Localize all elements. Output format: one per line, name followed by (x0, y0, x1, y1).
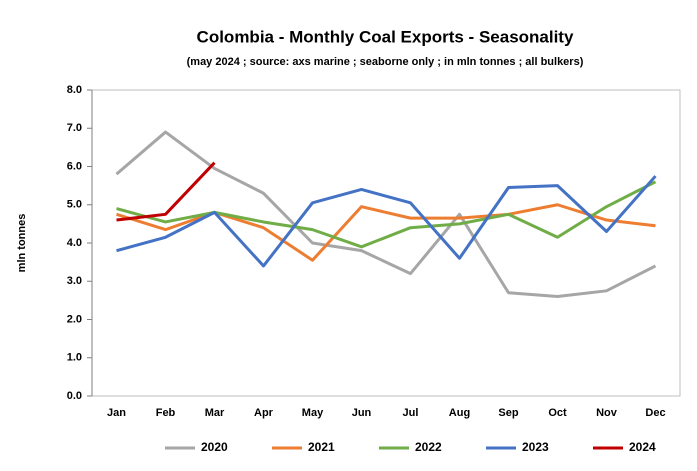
y-tick-label: 7.0 (67, 122, 82, 134)
series-line (115, 130, 657, 299)
legend-label: 2023 (522, 440, 549, 454)
legend-label: 2022 (415, 440, 442, 454)
y-tick-label: 4.0 (67, 237, 82, 249)
x-tick-label: Apr (254, 407, 274, 419)
x-tick-label: Nov (596, 407, 618, 419)
y-tick-label: 0.0 (67, 390, 82, 402)
x-tick-label: Oct (548, 407, 567, 419)
x-tick-label: Mar (205, 407, 225, 419)
legend-label: 2020 (201, 440, 228, 454)
x-tick-label: Aug (449, 407, 470, 419)
series-line (116, 180, 657, 249)
series-line (116, 175, 657, 268)
plot-frame (91, 89, 681, 397)
chart-subtitle: (may 2024 ; source: axs marine ; seaborn… (187, 56, 584, 68)
y-tick-label: 8.0 (67, 84, 82, 96)
x-tick-label: Feb (156, 407, 176, 419)
y-tick-label: 2.0 (67, 313, 82, 325)
x-tick-label: Sep (498, 407, 518, 419)
x-tick-label: Dec (645, 407, 665, 419)
y-tick-label: 6.0 (67, 160, 82, 172)
y-tick-label: 3.0 (67, 275, 82, 287)
x-tick-label: Jan (107, 407, 126, 419)
chart-title: Colombia - Monthly Coal Exports - Season… (197, 27, 574, 46)
legend-label: 2024 (629, 440, 656, 454)
x-tick-label: Jul (403, 407, 419, 419)
y-tick-label: 5.0 (67, 199, 82, 211)
x-tick-label: Jun (352, 407, 372, 419)
y-tick-label: 1.0 (67, 352, 82, 364)
legend-label: 2021 (308, 440, 335, 454)
series-line (116, 203, 656, 262)
y-axis-label: mln tonnes (16, 214, 28, 273)
x-tick-label: May (302, 407, 324, 419)
series-line (116, 161, 216, 222)
